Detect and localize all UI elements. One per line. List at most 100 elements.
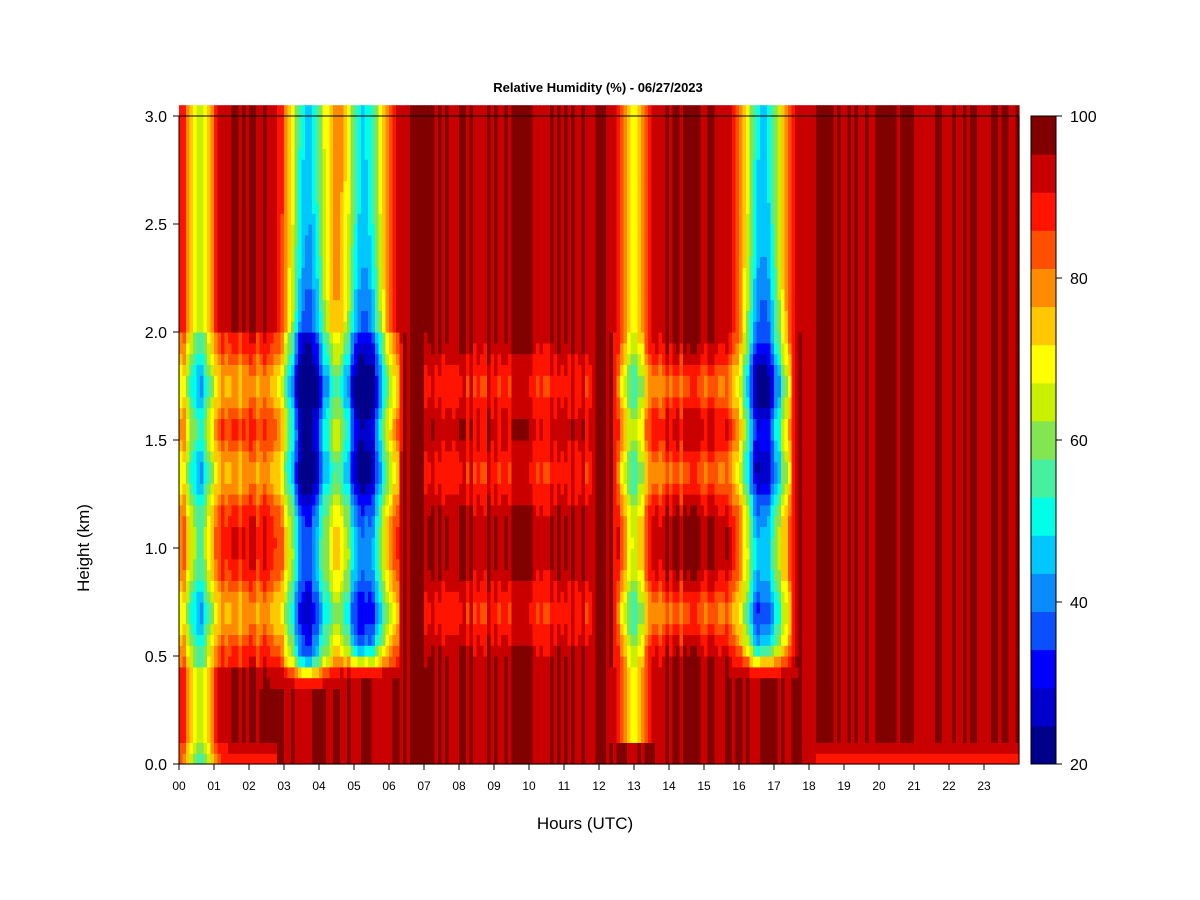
heatmap-cell bbox=[189, 126, 194, 139]
heatmap-cell bbox=[280, 612, 285, 625]
heatmap-cell bbox=[462, 602, 467, 614]
heatmap-cell bbox=[242, 407, 247, 419]
heatmap-cell bbox=[424, 180, 429, 193]
heatmap-cell bbox=[364, 580, 369, 592]
heatmap-cell bbox=[368, 623, 373, 635]
heatmap-cell bbox=[301, 580, 306, 592]
heatmap-cell bbox=[326, 537, 331, 549]
heatmap-cell bbox=[340, 450, 345, 463]
heatmap-cell bbox=[371, 375, 376, 387]
heatmap-cell bbox=[259, 407, 264, 419]
heatmap-cell bbox=[378, 278, 383, 290]
heatmap-cell bbox=[189, 483, 194, 495]
heatmap-cell bbox=[242, 126, 247, 139]
heatmap-cell bbox=[361, 126, 366, 139]
heatmap-cell bbox=[333, 569, 338, 581]
heatmap-cell bbox=[413, 440, 418, 452]
heatmap-cell bbox=[259, 656, 264, 668]
heatmap-cell bbox=[340, 656, 345, 668]
heatmap-cell bbox=[385, 526, 390, 538]
heatmap-cell bbox=[364, 526, 369, 538]
heatmap-cell bbox=[217, 288, 222, 301]
heatmap-cell bbox=[347, 720, 352, 733]
heatmap-cell bbox=[266, 494, 271, 506]
heatmap-cell bbox=[214, 224, 219, 236]
heatmap-cell bbox=[308, 753, 313, 765]
heatmap-cell bbox=[186, 440, 191, 452]
heatmap-cell bbox=[301, 278, 306, 290]
heatmap-cell bbox=[249, 645, 254, 657]
heatmap-cell bbox=[210, 558, 215, 571]
heatmap-cell bbox=[221, 299, 226, 311]
heatmap-cell bbox=[196, 288, 201, 301]
heatmap-cell bbox=[329, 180, 334, 193]
heatmap-cell bbox=[364, 353, 369, 365]
heatmap-cell bbox=[210, 159, 215, 171]
heatmap-cell bbox=[382, 375, 387, 387]
heatmap-cell bbox=[210, 461, 215, 473]
heatmap-cell bbox=[228, 461, 233, 473]
heatmap-cell bbox=[280, 623, 285, 635]
heatmap-cell bbox=[326, 202, 331, 214]
heatmap-cell bbox=[210, 191, 215, 203]
heatmap-cell bbox=[196, 580, 201, 592]
heatmap-cell bbox=[413, 191, 418, 203]
heatmap-cell bbox=[238, 159, 243, 171]
heatmap-cell bbox=[406, 116, 411, 128]
heatmap-cell bbox=[427, 332, 432, 344]
heatmap-cell bbox=[340, 688, 345, 700]
heatmap-cell bbox=[203, 656, 208, 668]
heatmap-cell bbox=[249, 504, 254, 517]
heatmap-cell bbox=[273, 126, 278, 139]
heatmap-cell bbox=[238, 116, 243, 128]
heatmap-cell bbox=[410, 364, 415, 376]
heatmap-cell bbox=[326, 558, 331, 571]
heatmap-cell bbox=[287, 602, 292, 614]
heatmap-cell bbox=[294, 731, 299, 743]
heatmap-cell bbox=[357, 742, 362, 754]
heatmap-cell bbox=[277, 310, 282, 322]
heatmap-cell bbox=[417, 353, 422, 365]
heatmap-cell bbox=[242, 483, 247, 495]
heatmap-cell bbox=[214, 602, 219, 614]
heatmap-cell bbox=[217, 126, 222, 139]
heatmap-cell bbox=[179, 623, 184, 635]
heatmap-cell bbox=[378, 504, 383, 517]
heatmap-cell bbox=[315, 116, 320, 128]
heatmap-cell bbox=[266, 742, 271, 754]
heatmap-cell bbox=[424, 602, 429, 614]
heatmap-cell bbox=[329, 612, 334, 625]
heatmap-cell bbox=[413, 656, 418, 668]
heatmap-cell bbox=[350, 591, 355, 603]
heatmap-cell bbox=[231, 159, 236, 171]
heatmap-cell bbox=[413, 332, 418, 344]
heatmap-cell bbox=[350, 288, 355, 301]
heatmap-cell bbox=[284, 375, 289, 387]
heatmap-cell bbox=[270, 515, 275, 527]
heatmap-cell bbox=[312, 396, 317, 409]
heatmap-cell bbox=[329, 321, 334, 333]
heatmap-cell bbox=[308, 332, 313, 344]
heatmap-cell bbox=[252, 159, 257, 171]
heatmap-plot-area bbox=[179, 105, 1020, 765]
heatmap-cell bbox=[259, 677, 264, 689]
heatmap-cell bbox=[392, 504, 397, 517]
heatmap-cell bbox=[245, 364, 250, 376]
heatmap-cell bbox=[287, 159, 292, 171]
heatmap-cell bbox=[228, 375, 233, 387]
heatmap-cell bbox=[406, 353, 411, 365]
heatmap-cell bbox=[417, 634, 422, 646]
heatmap-cell bbox=[413, 515, 418, 527]
heatmap-cell bbox=[462, 224, 467, 236]
heatmap-cell bbox=[221, 526, 226, 538]
heatmap-cell bbox=[417, 332, 422, 344]
heatmap-cell bbox=[312, 634, 317, 646]
heatmap-cell bbox=[270, 461, 275, 473]
heatmap-cell bbox=[217, 364, 222, 376]
heatmap-cell bbox=[371, 666, 376, 679]
heatmap-cell bbox=[214, 299, 219, 311]
heatmap-cell bbox=[315, 645, 320, 657]
heatmap-cell bbox=[214, 526, 219, 538]
heatmap-cell bbox=[182, 386, 187, 398]
heatmap-cell bbox=[207, 278, 212, 290]
